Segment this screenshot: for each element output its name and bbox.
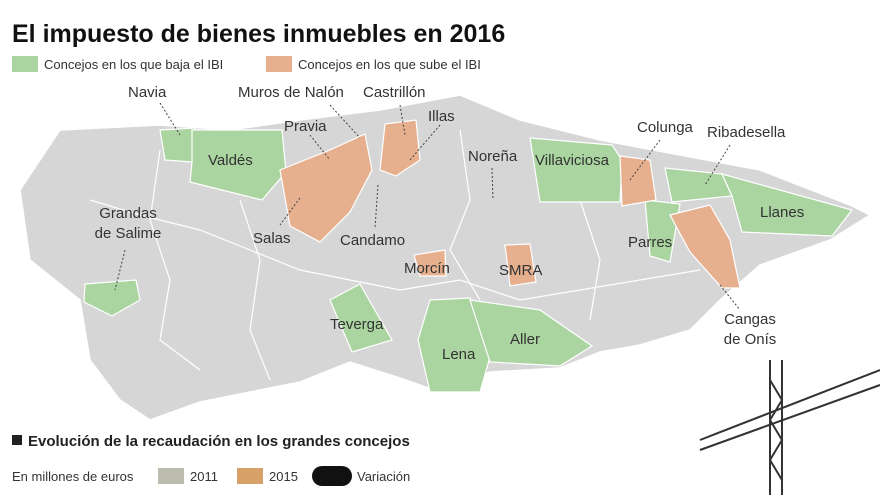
region-label: Grandas de Salime — [95, 205, 162, 242]
bullet — [12, 435, 22, 445]
region-label: Villaviciosa — [535, 152, 610, 169]
region-baja — [720, 173, 854, 237]
region-label: Navia — [128, 84, 167, 101]
border — [449, 129, 481, 301]
legend-swatch — [158, 468, 184, 484]
region-label: Noreña — [468, 148, 518, 165]
region-label: Salas — [253, 230, 291, 247]
region-baja — [159, 127, 196, 163]
region-label: Parres — [628, 234, 672, 251]
region-label: Cangas de Onís — [724, 311, 777, 348]
border — [149, 149, 201, 371]
region-baja — [469, 299, 594, 367]
label-line: de Salime — [95, 225, 162, 242]
label-line: Grandas — [99, 205, 157, 222]
section-subtitle: En millones de euros — [12, 469, 134, 484]
legend-label: 2015 — [269, 469, 298, 484]
legend-swatch — [237, 468, 263, 484]
region-sube — [619, 155, 657, 207]
label-line: de Onís — [724, 331, 777, 348]
map-labels: Navia Valdés Villaviciosa Ribadesella Ll… — [95, 84, 805, 363]
region-baja — [189, 129, 287, 201]
region-label: SMRA — [499, 262, 542, 279]
legend-label: Concejos en los que sube el IBI — [298, 57, 481, 72]
crane-jib — [699, 369, 880, 451]
region-sube — [669, 204, 741, 289]
border — [579, 199, 601, 321]
region-label: Ribadesella — [707, 124, 786, 141]
region-label: Candamo — [340, 232, 405, 249]
crane — [699, 360, 880, 495]
region-label: Castrillón — [363, 84, 426, 101]
map — [19, 94, 872, 421]
region-label: Lena — [442, 346, 476, 363]
region-baja — [329, 283, 393, 353]
region-label: Valdés — [208, 152, 253, 169]
legend-label: 2011 — [190, 469, 218, 484]
section-title: Evolución de la recaudación en los grand… — [28, 433, 410, 450]
region-baja — [529, 137, 623, 203]
region-sube — [504, 243, 537, 287]
region-baja — [83, 279, 141, 317]
region-label: Aller — [510, 331, 540, 348]
region-sube — [379, 119, 421, 177]
border — [89, 199, 701, 301]
region-baja — [417, 297, 493, 393]
legend-swatch — [12, 56, 38, 72]
title: El impuesto de bienes inmuebles en 2016 — [12, 20, 505, 48]
label-line: Cangas — [724, 311, 776, 328]
region-label: Illas — [428, 108, 455, 125]
leader-line — [114, 102, 741, 311]
legend-label: Concejos en los que baja el IBI — [44, 57, 223, 72]
region-sube — [413, 249, 447, 277]
legend-swatch — [266, 56, 292, 72]
legend-swatch — [312, 466, 352, 486]
region-sube — [279, 133, 373, 243]
region-label: Llanes — [760, 204, 804, 221]
region-label: Morcín — [404, 260, 450, 277]
region-label: Colunga — [637, 119, 694, 136]
border — [239, 199, 271, 381]
region-label: Muros de Nalón — [238, 84, 344, 101]
legend-label: Variación — [357, 469, 410, 484]
region-label: Teverga — [330, 316, 384, 333]
region-label: Pravia — [284, 118, 327, 135]
